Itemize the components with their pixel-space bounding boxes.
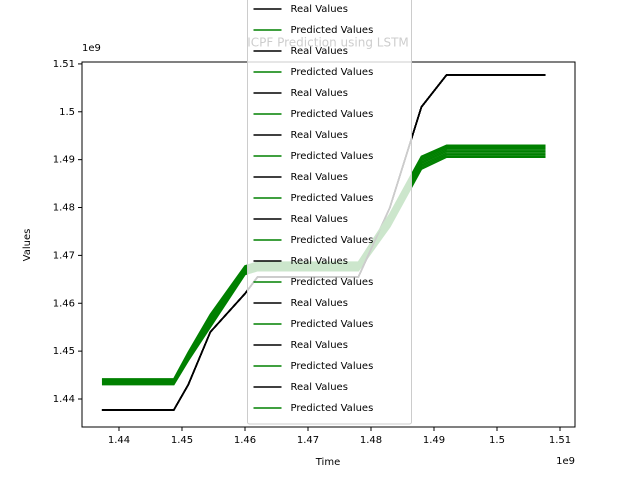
legend-label: Predicted Values (291, 319, 374, 330)
legend-label: Predicted Values (291, 193, 374, 204)
x-tick-label: 1.45 (171, 435, 193, 446)
legend-label: Predicted Values (291, 235, 374, 246)
y-tick-label: 1.45 (53, 346, 75, 357)
x-tick-label: 1.49 (423, 435, 445, 446)
legend-label: Real Values (291, 4, 348, 15)
legend-label: Predicted Values (291, 109, 374, 120)
x-offset-label: 1e9 (556, 456, 575, 467)
x-tick-label: 1.51 (549, 435, 571, 446)
legend-label: Real Values (291, 88, 348, 99)
legend-label: Predicted Values (291, 361, 374, 372)
legend-label: Predicted Values (291, 67, 374, 78)
legend-label: Real Values (291, 340, 348, 351)
legend-label: Predicted Values (291, 151, 374, 162)
x-tick-label: 1.5 (489, 435, 505, 446)
x-tick-label: 1.46 (234, 435, 256, 446)
legend-label: Real Values (291, 46, 348, 57)
legend-label: Real Values (291, 256, 348, 267)
y-tick-label: 1.51 (53, 59, 75, 70)
y-tick-label: 1.44 (53, 394, 75, 405)
x-tick-label: 1.44 (108, 435, 130, 446)
legend-label: Predicted Values (291, 25, 374, 36)
legend-label: Real Values (291, 130, 348, 141)
legend-box (247, 0, 412, 425)
legend-label: Predicted Values (291, 277, 374, 288)
y-tick-label: 1.47 (53, 250, 75, 261)
y-tick-label: 1.49 (53, 155, 75, 166)
y-tick-label: 1.5 (59, 107, 75, 118)
x-tick-label: 1.48 (360, 435, 382, 446)
y-offset-label: 1e9 (82, 43, 101, 54)
legend-label: Real Values (291, 382, 348, 393)
y-tick-label: 1.48 (53, 203, 75, 214)
legend: Real Values Predicted Values Real Values Pr… (247, 0, 412, 425)
x-axis-label: Time (315, 457, 340, 468)
legend-label: Predicted Values (291, 403, 374, 414)
y-tick-label: 1.46 (53, 298, 75, 309)
x-tick-label: 1.47 (297, 435, 319, 446)
legend-label: Real Values (291, 214, 348, 225)
y-axis-label: Values (22, 229, 33, 262)
legend-label: Real Values (291, 172, 348, 183)
legend-label: Real Values (291, 298, 348, 309)
